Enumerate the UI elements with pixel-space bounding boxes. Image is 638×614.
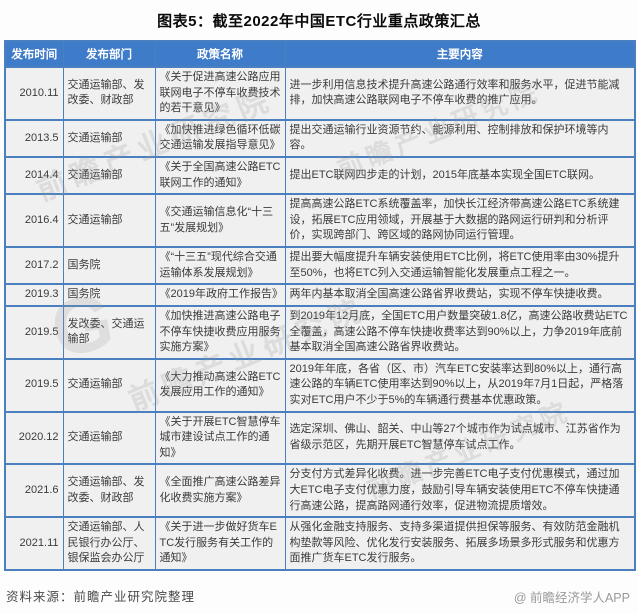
table-row: 2016.4 交通运输部 《交通运输信息化“十三五”发展规划》 提高高速公路ET… [4,193,636,249]
cell-dept: 发改委、交通运输部 [62,304,156,360]
cell-content: 2019年年底，各省（区、市）汽车ETC安装率达到80%以上，通行高速公路的车辆… [284,357,636,413]
cell-date: 2010.11 [4,66,64,121]
cell-date: 2021.6 [4,463,64,519]
cell-content: 提出交通运输行业资源节约、能源利用、控制排放和保护环境等内容。 [284,118,636,159]
table-row: 2020.12 交通运输部 《关于开展ETC智慧停车城市建设试点工作的通知》 选… [4,410,636,466]
cell-content: 选定深圳、佛山、韶关、中山等27个城市作为试点城市、江苏省作为省级示范区，先期开… [284,410,636,466]
column-header-dept: 发布部门 [62,40,156,68]
cell-policy: 《关于开展ETC智慧停车城市建设试点工作的通知》 [154,410,286,466]
cell-dept: 交通运输部、人民银行办公厅、银保监会办公厅 [62,516,156,572]
cell-date: 2013.5 [4,118,64,159]
cell-content: 提出ETC联网四步走的计划，2015年底基本实现全国ETC联网。 [284,156,636,196]
cell-date: 2017.2 [4,246,64,286]
cell-policy: 《“十三五”现代综合交通运输体系发展规划》 [154,246,286,286]
table-row: 2014.4 交通运输部 《关于全国高速公路ETC联网工作的通知》 提出ETC联… [4,156,636,196]
cell-policy: 《全面推广高速公路差异化收费实施方案》 [154,463,286,519]
cell-date: 2014.4 [4,156,64,196]
cell-policy: 《关于进一步做好货车ETC发行服务有关工作的通知》 [154,516,286,572]
source-note: 资料来源：前瞻产业研究院整理 [6,590,196,604]
cell-date: 2019.3 [4,283,64,307]
figure-title: 图表5：截至2022年中国ETC行业重点政策汇总 [157,13,481,30]
table-row: 2019.5 交通运输部 《大力推动高速公路ETC发展应用工作的通知》 2019… [4,357,636,413]
cell-date: 2019.5 [4,304,64,360]
cell-dept: 交通运输部、发改委、财政部 [62,66,156,121]
cell-policy: 《2019年政府工作报告》 [154,283,286,307]
cell-dept: 交通运输部 [62,410,156,466]
column-header-content: 主要内容 [284,40,636,68]
column-header-policy: 政策名称 [154,40,286,68]
cell-dept: 交通运输部 [62,193,156,249]
cell-date: 2019.5 [4,357,64,413]
table-row: 2019.5 发改委、交通运输部 《加快推进高速公路电子不停车快捷收费应用服务实… [4,304,636,360]
cell-policy: 《加快推进高速公路电子不停车快捷收费应用服务实施方案》 [154,304,286,360]
table-row: 2017.2 国务院 《“十三五”现代综合交通运输体系发展规划》 提出要大幅度提… [4,246,636,286]
cell-dept: 交通运输部 [62,357,156,413]
cell-date: 2016.4 [4,193,64,249]
cell-content: 提高高速公路ETC系统覆盖率，加快长江经济带高速公路ETC系统建设，拓展ETC应… [284,193,636,249]
cell-policy: 《关于促进高速公路应用联网电子不停车收费技术的若干意见》 [154,66,286,121]
table-row: 2021.6 交通运输部、发改委、财政部 《全面推广高速公路差异化收费实施方案》… [4,463,636,519]
cell-policy: 《交通运输信息化“十三五”发展规划》 [154,193,286,249]
cell-dept: 交通运输部 [62,118,156,159]
cell-content: 进一步利用信息技术提升高速公路通行效率和服务水平，促进节能减排，加快高速公路联网… [284,66,636,121]
cell-content: 分支付方式差异化收费。进一步完善ETC电子支付优惠模式，通过加大ETC电子支付优… [284,463,636,519]
cell-dept: 交通运输部 [62,156,156,196]
table-row: 2013.5 交通运输部 《加快推进绿色循环低碳交通运输发展指导意见》 提出交通… [4,118,636,159]
cell-content: 到2019年12月底，全国ETC用户数量突破1.8亿，高速公路收费站ETC全覆盖… [284,304,636,360]
cell-dept: 国务院 [62,283,156,307]
cell-dept: 国务院 [62,246,156,286]
cell-content: 从强化金融支持服务、支持多渠道提供担保等服务、有效防范金融机构垫款等风险、优化发… [284,516,636,572]
cell-policy: 《加快推进绿色循环低碳交通运输发展指导意见》 [154,118,286,159]
cell-date: 2021.11 [4,516,64,572]
cell-policy: 《关于全国高速公路ETC联网工作的通知》 [154,156,286,196]
cell-content: 提出要大幅度提升车辆安装使用ETC比例，将ETC使用率由30%提升至50%，也将… [284,246,636,286]
table-row: 2010.11 交通运输部、发改委、财政部 《关于促进高速公路应用联网电子不停车… [4,66,636,121]
cell-dept: 交通运输部、发改委、财政部 [62,463,156,519]
table-row: 2021.11 交通运输部、人民银行办公厅、银保监会办公厅 《关于进一步做好货车… [4,516,636,572]
table-row: 2019.3 国务院 《2019年政府工作报告》 两年内基本取消全国高速公路省界… [4,283,636,307]
cell-content: 两年内基本取消全国高速公路省界收费站，实现不停车快捷收费。 [284,283,636,307]
column-header-date: 发布时间 [4,40,64,68]
table-header-row: 发布时间 发布部门 政策名称 主要内容 [4,40,636,68]
credit-note: @ 前瞻经济学人APP [513,591,630,605]
policy-table: 发布时间 发布部门 政策名称 主要内容 2010.11 交通运输部、发改委、财政… [4,40,636,572]
cell-policy: 《大力推动高速公路ETC发展应用工作的通知》 [154,357,286,413]
cell-date: 2020.12 [4,410,64,466]
